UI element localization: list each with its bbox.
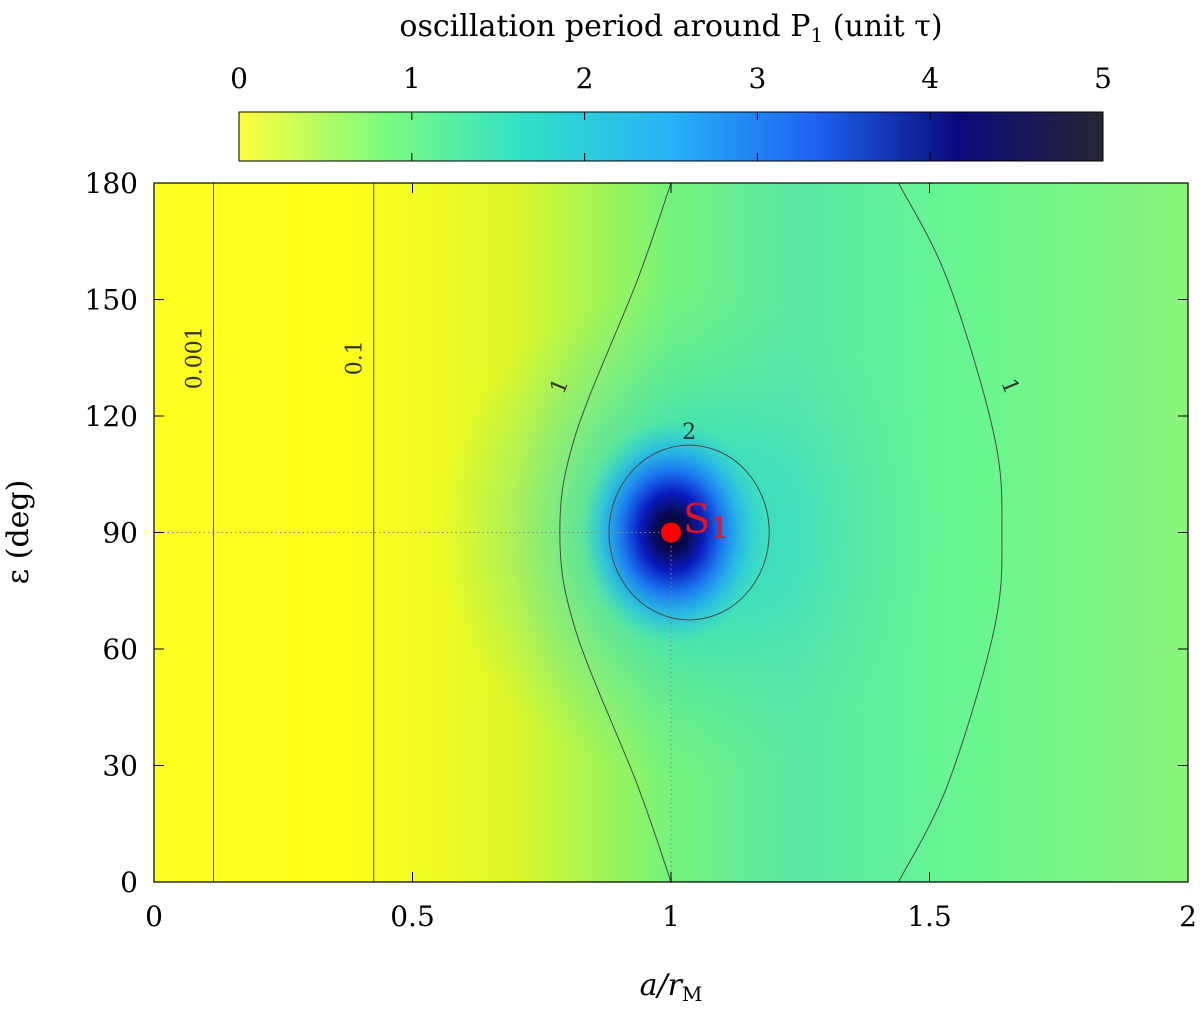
y-tick-label: 90: [102, 517, 138, 550]
colorbar-title: oscillation period around P1 (unit τ): [399, 9, 942, 47]
x-tick-label: 0: [145, 900, 163, 933]
s1-marker: S1: [661, 497, 730, 547]
y-tick-label: 120: [85, 400, 138, 433]
x-axis-title: a/rM: [640, 968, 703, 1006]
colorbar-ticks: 0 1 2 3 4 5: [230, 62, 1112, 161]
contour-line-1: [898, 183, 1003, 882]
x-tick-label: 1.5: [907, 900, 952, 933]
plot-area: 0.001 0.11 12 S1 0 0.5 1 1.5 2 030609012015018…: [85, 167, 1197, 933]
y-axis-title: ε (deg): [1, 480, 36, 585]
colorbar-tick-label: 5: [1094, 62, 1112, 95]
x-axis-ticks: 0 0.5 1 1.5 2: [145, 183, 1197, 933]
s1-label: S1: [683, 497, 730, 547]
s1-point: [661, 522, 681, 543]
guide-lines: [154, 532, 672, 882]
y-tick-label: 60: [102, 633, 138, 666]
contour-label: 2: [682, 420, 696, 445]
x-tick-label: 0.5: [390, 900, 435, 933]
contour-label: 0.1: [343, 340, 368, 375]
colorbar-bar: [238, 111, 1104, 162]
x-tick-label: 2: [1179, 900, 1197, 933]
y-axis-ticks: 0 30 60 90 120 150 180: [85, 167, 1188, 899]
contour-label: 0.001: [182, 326, 207, 389]
y-tick-label: 30: [102, 750, 138, 783]
colorbar-tick-label: 2: [576, 62, 594, 95]
colorbar-tick-label: 3: [748, 62, 766, 95]
y-tick-label: 150: [85, 284, 138, 317]
y-tick-label: 0: [120, 866, 138, 899]
contour-line-2: [608, 444, 770, 621]
y-tick-label: 180: [85, 167, 138, 200]
colorbar-tick-label: 4: [921, 62, 939, 95]
x-tick-label: 1: [662, 900, 680, 933]
contour-lines: [212, 183, 1003, 882]
colorbar-tick-label: 0: [230, 62, 248, 95]
contour-line-1: [559, 183, 672, 882]
colorbar: oscillation period around P1 (unit τ) 0 1…: [230, 9, 1112, 162]
colorbar-tick-label: 1: [403, 62, 421, 95]
